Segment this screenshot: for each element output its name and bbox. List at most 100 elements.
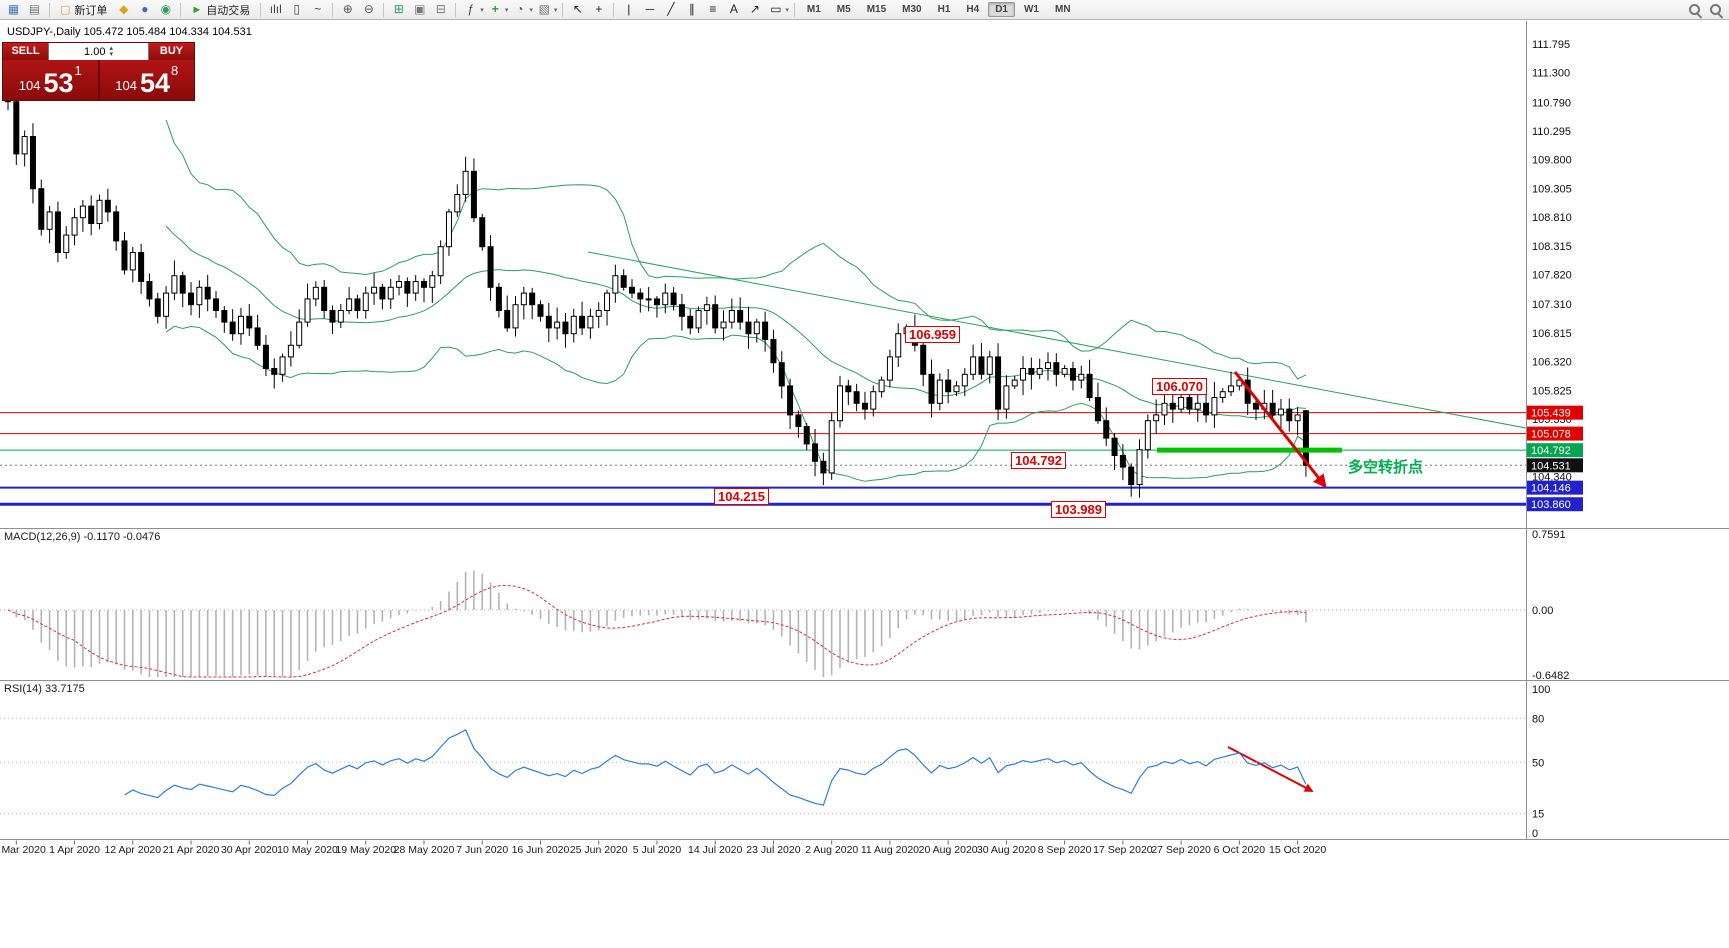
timeframe-H4[interactable]: H4 [966, 4, 980, 15]
price-annotation-label[interactable]: 106.070 [1152, 378, 1207, 395]
price-annotation-label[interactable]: 103.989 [1051, 501, 1106, 518]
timeframe-M30[interactable]: M30 [902, 4, 922, 15]
rsi-axis: 100 80 50 15 0 [1532, 684, 1550, 840]
line-chart-icon[interactable]: ~ [314, 2, 322, 16]
candlestick-icon[interactable]: ▯ [293, 2, 301, 16]
price-annotation-label[interactable]: 104.215 [714, 488, 769, 505]
ask-pip-digit: 8 [171, 63, 179, 78]
crosshair-icon[interactable]: + [595, 2, 603, 16]
toolbar-separator [613, 2, 615, 17]
market-watch-icon[interactable]: ▦ [7, 2, 20, 16]
timeframe-W1[interactable]: W1 [1023, 4, 1039, 15]
svg-text:80: 80 [1532, 713, 1544, 725]
svg-text:1 Apr 2020: 1 Apr 2020 [49, 844, 100, 856]
trendline-icon[interactable]: ╱ [667, 2, 675, 16]
ask-prefix: 104 [115, 78, 137, 93]
timeframe-M15[interactable]: M15 [866, 4, 887, 15]
rsi-indicator-label: RSI(14) 33.7175 [4, 683, 85, 695]
cursor-icon[interactable]: ↖ [572, 2, 583, 16]
arrange-windows-icon[interactable]: ⊟ [435, 2, 446, 16]
vertical-line-icon[interactable]: | [627, 2, 631, 16]
bid-big-digits: 53 [43, 68, 74, 98]
toolbar-separator [49, 2, 50, 17]
svg-text:2 Aug 2020: 2 Aug 2020 [805, 844, 858, 856]
red-arrow-annotation-2[interactable] [1227, 746, 1314, 792]
bar-chart-icon[interactable]: ılıl [269, 2, 282, 16]
annotation-note-text[interactable]: 多空转折点 [1348, 459, 1424, 476]
sell-button[interactable]: SELL [3, 43, 48, 60]
svg-text:12 Apr 2020: 12 Apr 2020 [104, 844, 161, 856]
svg-text:104.340: 104.340 [1532, 471, 1572, 483]
bid-pip-digit: 1 [74, 63, 82, 78]
cascade-windows-icon[interactable]: ▣ [414, 2, 426, 16]
svg-text:105.825: 105.825 [1532, 385, 1572, 397]
channel-icon[interactable]: ∥ [688, 2, 695, 16]
svg-text:104.792: 104.792 [1531, 445, 1571, 457]
svg-text:108.810: 108.810 [1532, 212, 1572, 224]
price-annotation-label[interactable]: 104.792 [1011, 452, 1066, 469]
toolbar-separator [562, 2, 564, 17]
data-window-icon[interactable]: ▤ [28, 2, 41, 16]
ask-price[interactable]: 104 54 8 [97, 60, 195, 100]
svg-text:0.7591: 0.7591 [1532, 529, 1566, 541]
bid-price[interactable]: 104 53 1 [3, 60, 98, 100]
timeframe-D1[interactable]: D1 [988, 2, 1015, 17]
volume-up-icon[interactable]: ▴ [109, 44, 113, 52]
dropdown-arrow-icon[interactable]: ▾ [529, 6, 533, 14]
timeframe-MN[interactable]: MN [1054, 4, 1071, 15]
buy-button[interactable]: BUY [149, 43, 194, 60]
volume-input[interactable]: 1.00 ▴ ▾ [48, 43, 149, 60]
svg-text:109.305: 109.305 [1532, 183, 1572, 195]
svg-text:103.860: 103.860 [1531, 499, 1571, 511]
horizontal-line-icon[interactable]: ─ [645, 2, 655, 16]
svg-text:10 May 2020: 10 May 2020 [277, 844, 338, 856]
ask-big-digits: 54 [139, 68, 170, 98]
help-icon[interactable]: ◉ [160, 2, 172, 16]
new-chart-button[interactable]: + [491, 2, 499, 16]
rsi-line [124, 728, 1307, 806]
shapes-button[interactable]: ▭ [770, 2, 782, 16]
templates-button[interactable]: ▧ [538, 2, 551, 16]
svg-text:105.439: 105.439 [1531, 408, 1571, 420]
svg-text:105.078: 105.078 [1531, 429, 1571, 441]
svg-text:-0.6482: -0.6482 [1532, 670, 1569, 682]
styles-icon[interactable]: ◆ [119, 2, 129, 16]
price-axis: 111.795 111.300 110.790 110.295 109.800 109.3… [1527, 39, 1583, 512]
dropdown-arrow-icon[interactable]: ▾ [785, 6, 789, 14]
zoom-tool-icon[interactable] [1707, 1, 1724, 18]
svg-text:104.146: 104.146 [1531, 483, 1571, 495]
red-arrow-annotation-1[interactable] [1233, 371, 1327, 489]
price-annotation-label[interactable]: 106.959 [905, 326, 960, 343]
dropdown-arrow-icon[interactable]: ▾ [553, 6, 558, 14]
timeframe-H1[interactable]: H1 [937, 4, 951, 15]
svg-text:100: 100 [1532, 684, 1550, 696]
svg-text:5 Jul 2020: 5 Jul 2020 [633, 844, 682, 856]
search-icon[interactable] [1686, 1, 1703, 18]
svg-text:17 Sep 2020: 17 Sep 2020 [1093, 844, 1153, 856]
community-icon[interactable]: ● [141, 2, 149, 16]
autotrading-button-label: 自动交易 [206, 4, 251, 17]
text-icon[interactable]: A [729, 2, 738, 16]
dropdown-arrow-icon[interactable]: ▾ [480, 6, 484, 14]
svg-text:23 Jul 2020: 23 Jul 2020 [746, 844, 800, 856]
fibonacci-icon[interactable]: ≡ [709, 2, 717, 16]
autotrading-button[interactable]: ► 自动交易 [185, 1, 256, 18]
timeframe-M5[interactable]: M5 [836, 4, 851, 15]
timeframe-M1[interactable]: M1 [806, 4, 821, 15]
new-order-button[interactable]: ▢ 新订单 [54, 1, 113, 18]
svg-text:30 Aug 2020: 30 Aug 2020 [977, 844, 1036, 856]
volume-down-icon[interactable]: ▾ [109, 50, 113, 58]
tile-windows-icon[interactable]: ⊞ [393, 2, 404, 16]
descending-trendline[interactable] [587, 251, 1527, 429]
chart-plot-area[interactable] [0, 21, 1526, 527]
indicators-button[interactable]: ƒ [467, 2, 475, 16]
zoom-in-icon[interactable]: ⊕ [342, 2, 353, 16]
zoom-out-icon[interactable]: ⊖ [363, 2, 374, 16]
svg-text:14 Jul 2020: 14 Jul 2020 [688, 844, 742, 856]
svg-text:111.300: 111.300 [1532, 68, 1570, 80]
dropdown-arrow-icon[interactable]: ▾ [504, 6, 509, 14]
periods-button[interactable]: ◔ [516, 2, 524, 16]
svg-text:50: 50 [1532, 757, 1544, 769]
arrow-label-icon[interactable]: ↗ [749, 2, 760, 16]
